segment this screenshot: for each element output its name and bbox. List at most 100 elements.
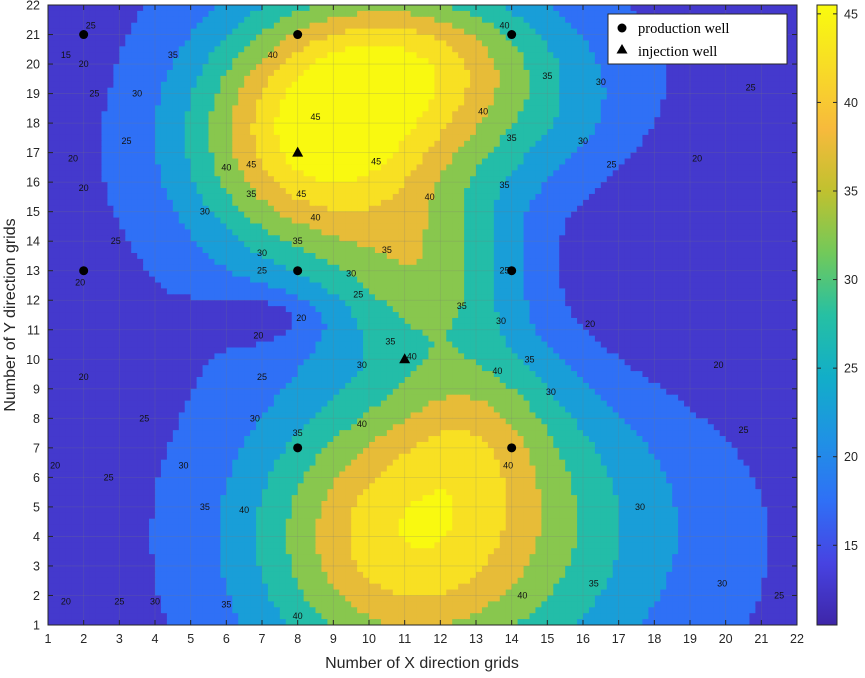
x-tick-label: 2 (80, 632, 87, 646)
x-tick-label: 11 (398, 632, 411, 646)
colorbar-tick-label: 35 (844, 185, 858, 199)
y-tick-label: 8 (33, 412, 40, 426)
contour-level-label: 45 (296, 189, 306, 199)
contour-level-label: 20 (585, 319, 595, 329)
contour-level-label: 40 (310, 213, 320, 223)
contour-level-label: 35 (293, 428, 303, 438)
x-tick-label: 4 (152, 632, 159, 646)
x-tick-label: 7 (259, 632, 266, 646)
contour-level-label: 30 (546, 387, 556, 397)
colorbar-ticks: 15 20 25 30 35 40 45 (817, 7, 858, 553)
y-tick-label: 10 (26, 353, 40, 367)
contour-level-label: 15 (61, 50, 71, 60)
legend-production-marker (617, 23, 627, 33)
contour-level-label: 40 (425, 192, 435, 202)
contour-level-label: 35 (500, 180, 510, 190)
contour-level-label: 40 (357, 419, 367, 429)
contour-level-label: 25 (111, 236, 121, 246)
contour-level-label: 25 (139, 413, 149, 423)
contour-level-label: 40 (293, 611, 303, 621)
contour-level-label: 30 (717, 579, 727, 589)
contour-level-label: 20 (296, 313, 306, 323)
contour-level-label: 30 (200, 207, 210, 217)
colorbar-tick-label: 45 (844, 7, 858, 21)
contour-level-label: 20 (714, 360, 724, 370)
y-tick-label: 1 (33, 619, 40, 633)
contour-level-label: 20 (79, 372, 89, 382)
colorbar-tick-label: 30 (844, 273, 858, 287)
y-tick-label: 14 (26, 235, 40, 249)
contour-level-label: 30 (132, 89, 142, 99)
contour-level-label: 30 (357, 360, 367, 370)
contour-level-label: 30 (346, 269, 356, 279)
legend: production well injection well (607, 13, 788, 65)
x-axis-ticks: 1 2 3 4 5 6 7 8 9 10 11 12 13 14 15 16 17 18 19 20 21 22 (45, 5, 804, 646)
y-tick-label: 6 (33, 471, 40, 485)
x-tick-label: 6 (223, 632, 230, 646)
contour-level-label: 25 (353, 289, 363, 299)
production-well-marker (293, 266, 303, 276)
contour-level-label: 25 (114, 596, 124, 606)
y-tick-label: 13 (26, 264, 40, 278)
contour-level-label: 20 (253, 331, 263, 341)
contour-level-label: 30 (596, 77, 606, 87)
y-tick-label: 19 (26, 87, 40, 101)
x-tick-label: 9 (330, 632, 337, 646)
production-well-marker (507, 443, 517, 453)
x-tick-label: 16 (576, 632, 590, 646)
contour-level-label: 20 (79, 183, 89, 193)
y-tick-label: 15 (26, 205, 40, 219)
production-well-marker (293, 443, 303, 453)
x-tick-label: 21 (754, 632, 768, 646)
contour-level-label: 40 (500, 21, 510, 31)
y-axis-label: Number of Y direction grids (2, 218, 19, 411)
plot-area: 15 20 20 25 25 30 35 40 40 35 30 25 45 45 45 45 40 40 40 40… (48, 5, 797, 625)
contour-level-label: 35 (589, 579, 599, 589)
y-tick-label: 5 (33, 500, 40, 514)
contour-level-label: 35 (385, 337, 395, 347)
contour-level-label: 20 (79, 59, 89, 69)
x-tick-label: 12 (433, 632, 447, 646)
y-tick-label: 2 (33, 589, 40, 603)
contour-level-label: 25 (86, 21, 96, 31)
contour-level-label: 40 (407, 351, 417, 361)
contour-level-label: 35 (246, 189, 256, 199)
contour-level-label: 25 (607, 159, 617, 169)
contour-level-label: 25 (257, 266, 267, 276)
injection-well-marker (292, 146, 304, 157)
production-well-marker (507, 30, 517, 40)
contour-level-label: 35 (221, 599, 231, 609)
y-tick-label: 7 (33, 441, 40, 455)
contour-level-label: 20 (75, 278, 85, 288)
contour-level-label: 40 (268, 50, 278, 60)
contour-level-label: 40 (503, 461, 513, 471)
x-tick-label: 15 (540, 632, 554, 646)
contour-level-label: 45 (246, 159, 256, 169)
y-tick-label: 3 (33, 559, 40, 573)
legend-injection-marker (616, 44, 628, 54)
y-tick-label: 4 (33, 530, 40, 544)
contour-fills (48, 5, 797, 625)
production-well-marker (79, 30, 89, 40)
x-tick-label: 18 (647, 632, 661, 646)
contour-level-label: 35 (524, 354, 534, 364)
contour-level-label: 20 (68, 154, 78, 164)
x-tick-label: 1 (45, 632, 52, 646)
contour-level-label: 30 (250, 413, 260, 423)
x-tick-label: 20 (719, 632, 733, 646)
y-tick-label: 12 (26, 294, 40, 308)
contour-level-label: 30 (635, 502, 645, 512)
x-tick-label: 8 (294, 632, 301, 646)
contour-level-label: 35 (168, 50, 178, 60)
colorbar: 15 20 25 30 35 40 45 (816, 4, 858, 626)
y-tick-label: 9 (33, 382, 40, 396)
colorbar-tick-label: 40 (844, 96, 858, 110)
contour-level-label: 35 (507, 133, 517, 143)
y-tick-label: 22 (26, 0, 40, 13)
colorbar-tick-label: 25 (844, 362, 858, 376)
contour-labels: 15 20 20 25 25 30 35 40 40 35 30 25 45 45 45 45 40 40 40 40… (50, 21, 784, 621)
x-tick-label: 3 (116, 632, 123, 646)
y-tick-label: 20 (26, 58, 40, 72)
contour-level-label: 35 (382, 245, 392, 255)
